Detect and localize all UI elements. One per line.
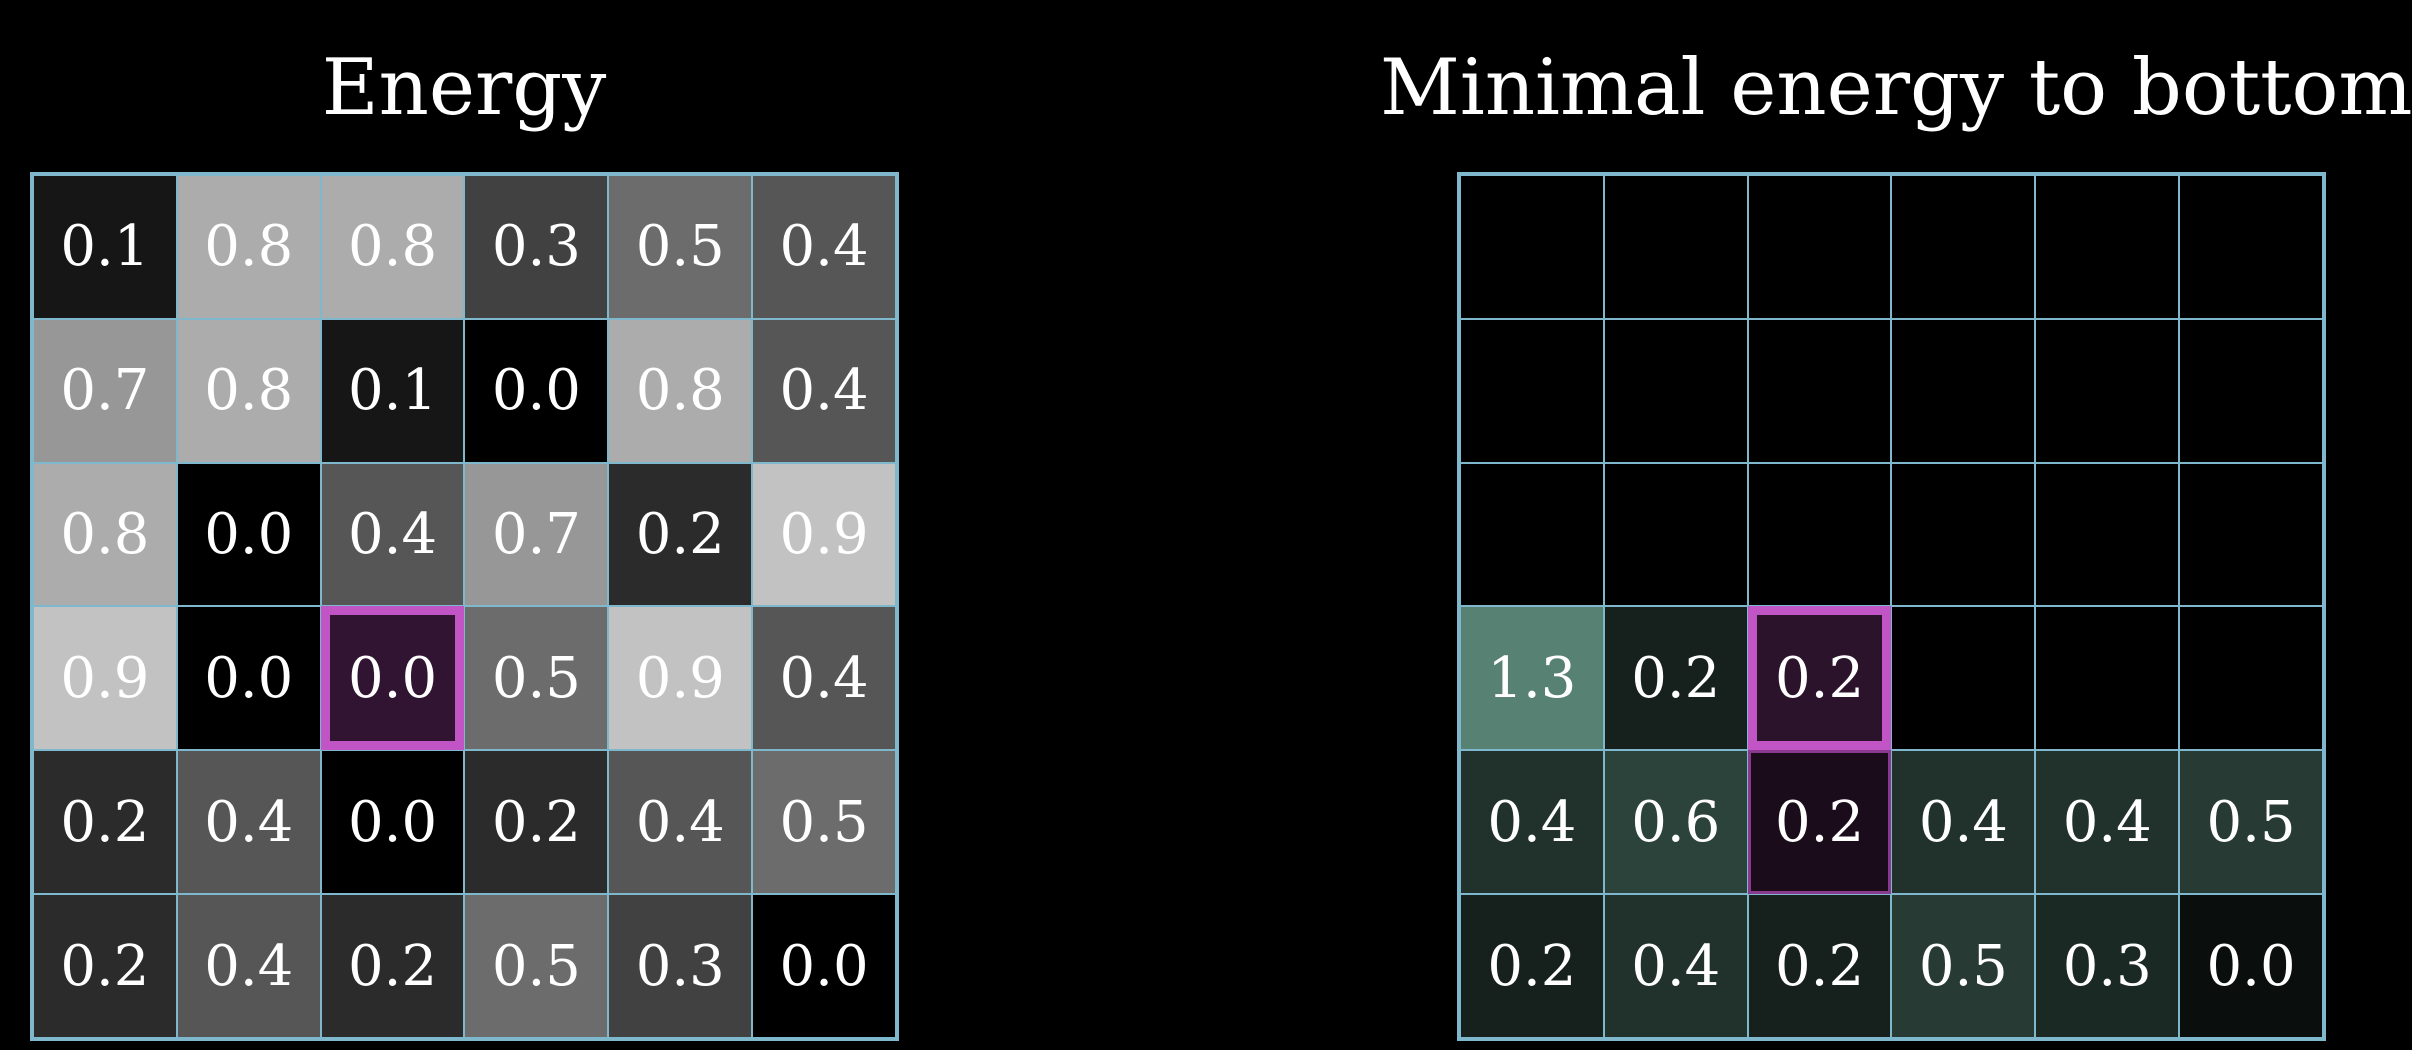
minimal-energy-cell (1747, 318, 1892, 463)
energy-cell: 0.9 (752, 462, 896, 607)
energy-cell: 0.7 (33, 318, 177, 463)
minimal-energy-grid: 1.3 0.2 0.2 0.4 0.6 0.2 0.4 0.4 0.5 0.2 0.4 0.2 0.5 0… (1457, 172, 2326, 1041)
minimal-energy-cell (2035, 462, 2180, 607)
energy-cell: 0.4 (176, 894, 321, 1038)
minimal-energy-cell: 0.2 (1747, 894, 1892, 1038)
minimal-energy-cell: 0.6 (1603, 750, 1748, 895)
minimal-energy-cell (1603, 318, 1748, 463)
minimal-energy-cell: 0.4 (1891, 750, 2036, 895)
energy-cell: 0.1 (33, 175, 177, 319)
minimal-energy-cell (1460, 462, 1604, 607)
minimal-energy-cell (1891, 318, 2036, 463)
minimal-energy-cell (1747, 175, 1892, 319)
minimal-energy-cell (2035, 175, 2180, 319)
energy-cell: 0.0 (176, 462, 321, 607)
energy-cell: 0.5 (464, 894, 609, 1038)
minimal-energy-cell: 0.4 (1603, 894, 1748, 1038)
minimal-energy-cell (1460, 318, 1604, 463)
energy-cell: 0.8 (320, 175, 465, 319)
energy-title: Energy (321, 43, 607, 133)
energy-cell: 0.4 (752, 606, 896, 751)
energy-cell: 0.8 (33, 462, 177, 607)
energy-cell: 0.5 (608, 175, 753, 319)
minimal-energy-cell (2035, 606, 2180, 751)
minimal-energy-cell (1460, 175, 1604, 319)
energy-cell: 0.0 (320, 606, 465, 751)
minimal-energy-cell: 0.2 (1460, 894, 1604, 1038)
energy-cell: 0.4 (608, 750, 753, 895)
minimal-energy-cell: 0.2 (1603, 606, 1748, 751)
energy-cell: 0.2 (464, 750, 609, 895)
minimal-energy-cell: 0.4 (1460, 750, 1604, 895)
energy-cell: 0.1 (320, 318, 465, 463)
minimal-energy-title: Minimal energy to bottom (1380, 43, 2412, 133)
minimal-energy-cell (2035, 318, 2180, 463)
energy-cell: 0.5 (752, 750, 896, 895)
minimal-energy-cell: 0.3 (2035, 894, 2180, 1038)
minimal-energy-cell: 0.2 (1747, 606, 1892, 751)
energy-cell: 0.2 (33, 750, 177, 895)
minimal-energy-cell: 0.0 (2179, 894, 2323, 1038)
energy-grid: 0.1 0.8 0.8 0.3 0.5 0.4 0.7 0.8 0.1 0.0 0.8 0.4 0.8 0… (30, 172, 899, 1041)
minimal-energy-cell (1747, 462, 1892, 607)
energy-cell: 0.0 (176, 606, 321, 751)
energy-cell: 0.8 (176, 175, 321, 319)
minimal-energy-cell: 1.3 (1460, 606, 1604, 751)
minimal-energy-cell (1891, 175, 2036, 319)
energy-cell: 0.3 (464, 175, 609, 319)
energy-cell: 0.0 (464, 318, 609, 463)
energy-cell: 0.2 (33, 894, 177, 1038)
energy-cell: 0.2 (608, 462, 753, 607)
energy-cell: 0.4 (752, 318, 896, 463)
energy-cell: 0.3 (608, 894, 753, 1038)
minimal-energy-cell (1603, 462, 1748, 607)
energy-cell: 0.0 (752, 894, 896, 1038)
minimal-energy-cell (1891, 462, 2036, 607)
minimal-energy-cell (2179, 606, 2323, 751)
energy-cell: 0.8 (176, 318, 321, 463)
energy-cell: 0.0 (320, 750, 465, 895)
minimal-energy-cell (1891, 606, 2036, 751)
minimal-energy-cell (2179, 462, 2323, 607)
energy-cell: 0.7 (464, 462, 609, 607)
minimal-energy-cell: 0.4 (2035, 750, 2180, 895)
minimal-energy-cell: 0.2 (1747, 750, 1892, 895)
minimal-energy-cell (2179, 175, 2323, 319)
energy-cell: 0.9 (33, 606, 177, 751)
energy-cell: 0.8 (608, 318, 753, 463)
minimal-energy-cell: 0.5 (2179, 750, 2323, 895)
energy-cell: 0.4 (320, 462, 465, 607)
energy-cell: 0.4 (176, 750, 321, 895)
energy-cell: 0.4 (752, 175, 896, 319)
minimal-energy-cell (1603, 175, 1748, 319)
energy-cell: 0.5 (464, 606, 609, 751)
energy-cell: 0.9 (608, 606, 753, 751)
minimal-energy-cell: 0.5 (1891, 894, 2036, 1038)
minimal-energy-cell (2179, 318, 2323, 463)
energy-cell: 0.2 (320, 894, 465, 1038)
